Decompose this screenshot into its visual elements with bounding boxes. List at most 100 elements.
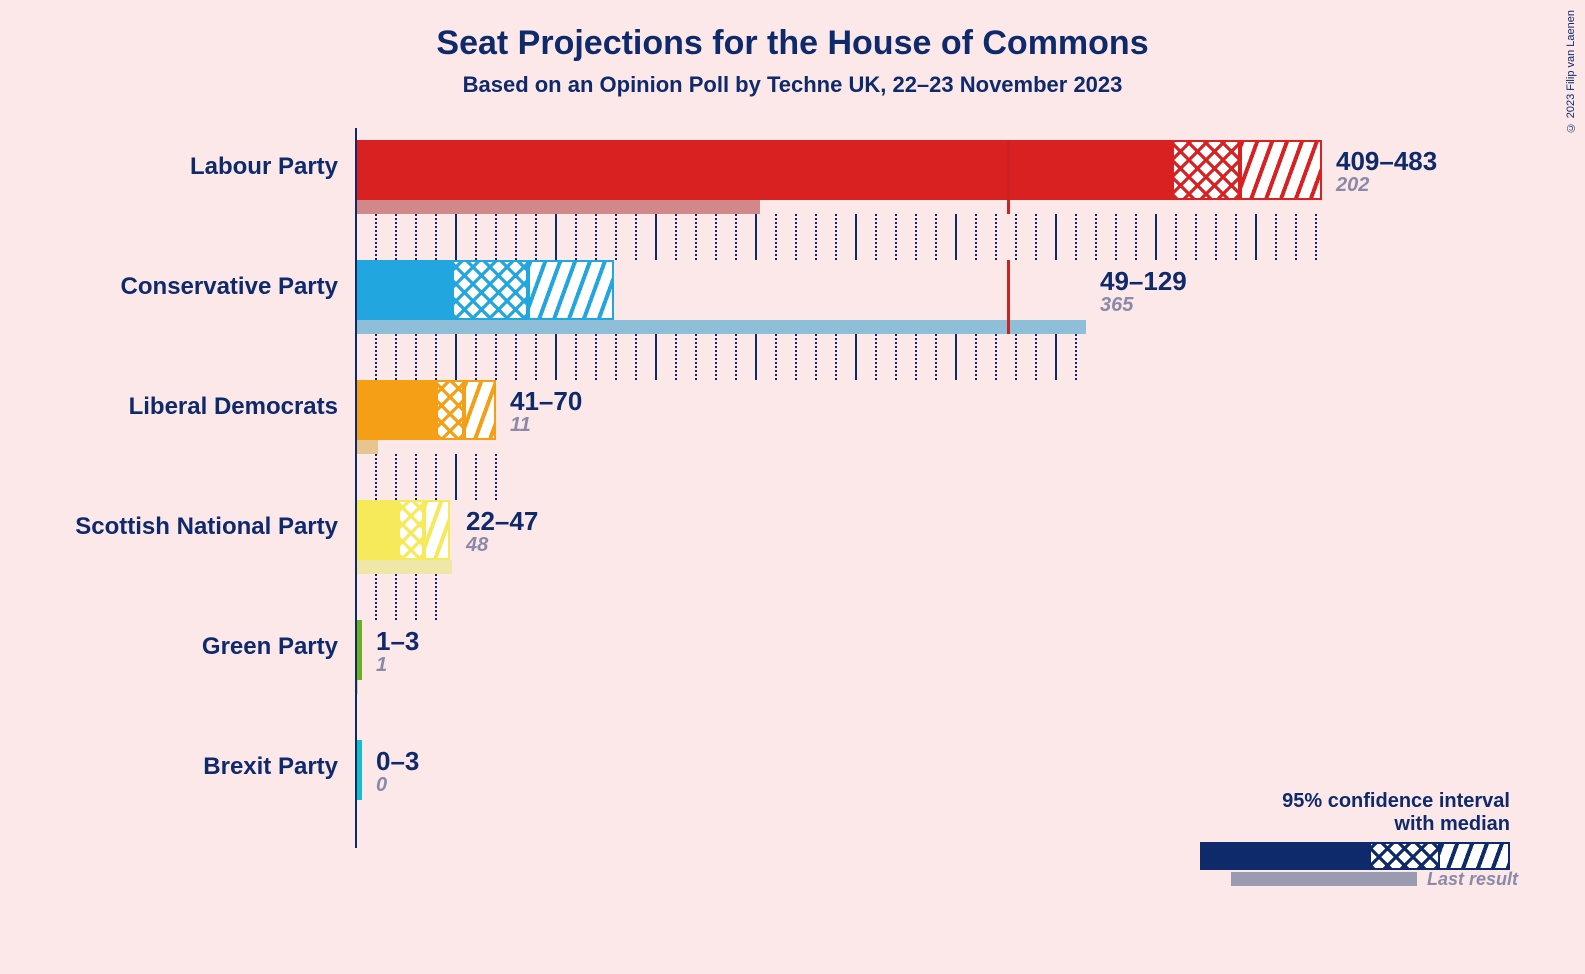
tick-minor (515, 334, 517, 380)
tick-minor (835, 334, 837, 380)
tick-minor (495, 334, 497, 380)
bar-low (356, 380, 438, 440)
tick-minor (415, 334, 417, 380)
legend-prev-bar (1231, 872, 1417, 886)
previous-label: 0 (376, 774, 387, 797)
party-label: Scottish National Party (75, 513, 338, 541)
legend-solid (1200, 842, 1371, 870)
tick-minor (635, 334, 637, 380)
majority-marker (1007, 140, 1010, 214)
bar-median-to-high (424, 500, 450, 560)
range-label: 49–129 (1100, 266, 1187, 297)
range-label: 1–3 (376, 626, 419, 657)
tick-minor (635, 214, 637, 260)
tick-minor (575, 334, 577, 380)
tick-major (555, 214, 557, 260)
bar-previous (356, 560, 452, 574)
tick-minor (375, 214, 377, 260)
tick-major (1255, 214, 1257, 260)
tick-minor (515, 214, 517, 260)
tick-minor (615, 334, 617, 380)
tick-minor (395, 454, 397, 500)
legend: 95% confidence interval with median Last… (1200, 790, 1510, 888)
legend-line2: with median (1200, 813, 1510, 836)
tick-minor (1075, 214, 1077, 260)
party-label: Liberal Democrats (129, 393, 338, 421)
tick-minor (815, 334, 817, 380)
tick-minor (735, 334, 737, 380)
bar-previous (356, 320, 1086, 334)
previous-label: 202 (1336, 174, 1369, 197)
legend-crosshatch (1371, 842, 1441, 870)
previous-label: 1 (376, 654, 387, 677)
tick-major (855, 334, 857, 380)
tick-minor (1075, 334, 1077, 380)
range-label: 22–47 (466, 506, 538, 537)
bar-median-marker (1238, 140, 1242, 200)
bar-median-marker (358, 620, 362, 680)
bar-low-to-median (400, 500, 424, 560)
tick-minor (675, 334, 677, 380)
tick-minor (375, 454, 377, 500)
tick-minor (1015, 334, 1017, 380)
tick-minor (995, 214, 997, 260)
bar-low-to-median (454, 260, 528, 320)
tick-minor (935, 214, 937, 260)
legend-prev-label: Last result (1427, 869, 1518, 890)
tick-minor (935, 334, 937, 380)
tick-major (955, 214, 957, 260)
chart-subtitle: Based on an Opinion Poll by Techne UK, 2… (0, 72, 1585, 98)
tick-minor (1275, 214, 1277, 260)
tick-minor (735, 214, 737, 260)
tick-minor (915, 334, 917, 380)
tick-minor (595, 334, 597, 380)
previous-label: 48 (466, 534, 488, 557)
bar-low (356, 140, 1174, 200)
tick-minor (595, 214, 597, 260)
bar-previous (356, 440, 378, 454)
tick-minor (435, 454, 437, 500)
tick-minor (1235, 214, 1237, 260)
y-axis (355, 128, 357, 848)
bar-median-marker (526, 260, 530, 320)
tick-minor (395, 574, 397, 620)
tick-minor (775, 214, 777, 260)
tick-major (755, 334, 757, 380)
tick-minor (975, 334, 977, 380)
tick-major (1055, 334, 1057, 380)
tick-minor (495, 454, 497, 500)
tick-minor (695, 214, 697, 260)
copyright-text: © 2023 Filip van Laenen (1565, 10, 1577, 133)
previous-label: 11 (510, 414, 531, 437)
tick-minor (475, 454, 477, 500)
tick-major (855, 214, 857, 260)
tick-major (755, 214, 757, 260)
tick-minor (435, 574, 437, 620)
tick-minor (535, 334, 537, 380)
tick-minor (395, 214, 397, 260)
legend-prev-row: Last result (1200, 870, 1510, 888)
tick-minor (415, 454, 417, 500)
tick-minor (435, 334, 437, 380)
tick-minor (535, 214, 537, 260)
tick-minor (415, 214, 417, 260)
previous-label: 365 (1100, 294, 1133, 317)
tick-major (655, 334, 657, 380)
tick-minor (815, 214, 817, 260)
tick-minor (495, 214, 497, 260)
legend-bar (1200, 842, 1510, 870)
bar-median-to-high (528, 260, 614, 320)
tick-minor (1175, 214, 1177, 260)
tick-minor (395, 334, 397, 380)
tick-minor (1315, 214, 1317, 260)
tick-minor (1095, 214, 1097, 260)
tick-minor (1195, 214, 1197, 260)
bar-previous (356, 200, 760, 214)
tick-minor (475, 334, 477, 380)
bar-low-to-median (1174, 140, 1240, 200)
tick-minor (1035, 214, 1037, 260)
tick-minor (1295, 214, 1297, 260)
bar-median-marker (462, 380, 466, 440)
tick-minor (795, 334, 797, 380)
tick-minor (1115, 214, 1117, 260)
